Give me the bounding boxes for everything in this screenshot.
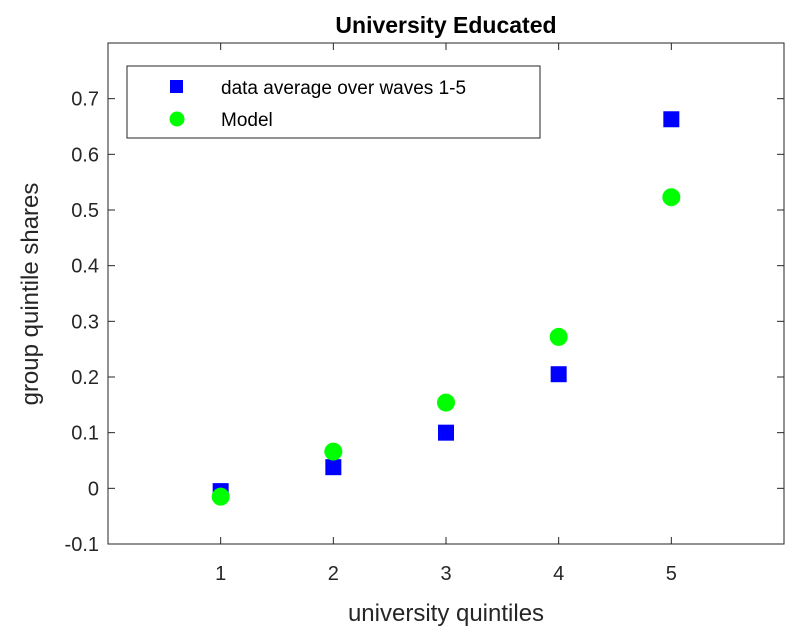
y-tick-label: 0.5 xyxy=(71,200,99,222)
legend-marker-data xyxy=(170,80,183,93)
x-tick-label: 1 xyxy=(215,563,226,585)
legend-label-data: data average over waves 1-5 xyxy=(221,78,466,99)
x-tick-label: 2 xyxy=(328,563,339,585)
y-tick-label: 0 xyxy=(88,478,99,500)
y-tick-label: 0.6 xyxy=(71,144,99,166)
data-point-square xyxy=(663,111,680,128)
y-tick-label: 0.3 xyxy=(71,311,99,333)
model-point-circle xyxy=(324,442,343,461)
legend-label-model: Model xyxy=(221,110,273,131)
x-tick-label: 4 xyxy=(553,563,564,585)
chart-title: University Educated xyxy=(335,12,556,38)
x-tick-label: 3 xyxy=(440,563,451,585)
legend-box xyxy=(126,65,541,139)
model-point-circle xyxy=(549,327,568,346)
model-point-circle xyxy=(437,393,455,412)
y-tick-label: 0.7 xyxy=(71,89,99,111)
x-axis-ticks: 1 2 3 4 5 xyxy=(215,43,677,585)
x-axis-label: university quintiles xyxy=(348,600,544,627)
data-markers xyxy=(211,111,681,506)
x-tick-label: 5 xyxy=(666,563,677,585)
legend: data average over waves 1-5 Model xyxy=(126,65,541,139)
y-tick-label: -0.1 xyxy=(65,534,99,556)
data-point-square xyxy=(550,366,567,383)
legend-marker-model xyxy=(169,111,185,127)
y-axis-label: group quintile shares xyxy=(17,183,44,406)
data-point-square xyxy=(438,424,454,441)
model-point-circle xyxy=(211,487,230,506)
y-tick-label: 0.4 xyxy=(71,256,99,278)
data-point-square xyxy=(325,459,342,476)
y-tick-label: 0.1 xyxy=(71,423,99,445)
y-axis-ticks: -0.1 0 0.1 0.2 0.3 0.4 0.5 0.6 0.7 xyxy=(65,89,784,556)
model-point-circle xyxy=(662,188,681,207)
y-tick-label: 0.2 xyxy=(71,367,99,389)
